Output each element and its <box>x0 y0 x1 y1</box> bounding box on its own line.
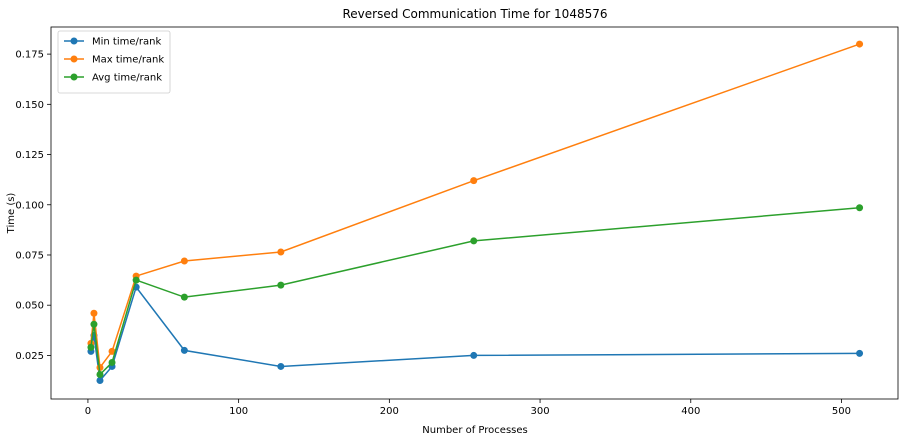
data-point-avg-time-rank <box>277 281 285 289</box>
x-tick-label: 300 <box>531 406 550 417</box>
legend-marker <box>70 37 78 45</box>
data-point-min-time-rank <box>470 351 478 359</box>
axes-frame <box>50 26 899 400</box>
x-tick-label: 0 <box>85 406 91 417</box>
legend-label: Max time/rank <box>92 55 164 66</box>
chart-title: Reversed Communication Time for 1048576 <box>342 7 607 21</box>
x-tick-label: 100 <box>229 406 248 417</box>
data-point-max-time-rank <box>470 177 478 185</box>
y-tick-label: 0.075 <box>15 250 44 261</box>
data-point-max-time-rank <box>856 40 864 48</box>
data-point-max-time-rank <box>277 248 285 256</box>
data-point-avg-time-rank <box>96 370 104 378</box>
data-point-avg-time-rank <box>108 358 116 366</box>
data-point-avg-time-rank <box>87 343 95 351</box>
data-point-avg-time-rank <box>856 204 864 212</box>
data-point-avg-time-rank <box>470 237 478 245</box>
y-tick-label: 0.050 <box>15 301 44 312</box>
y-tick-label: 0.150 <box>15 100 44 111</box>
x-tick-label: 400 <box>681 406 700 417</box>
plot-area: 0 100 200 300 400 500 0.025 0.050 0.075 0.100 0.12… <box>15 26 899 417</box>
x-tick-label: 200 <box>380 406 399 417</box>
data-point-max-time-rank <box>90 309 98 317</box>
y-tick-label: 0.025 <box>15 351 44 362</box>
y-tick-label: 0.100 <box>15 200 44 211</box>
data-point-min-time-rank <box>277 362 285 370</box>
legend-label: Avg time/rank <box>92 73 162 84</box>
data-point-avg-time-rank <box>132 276 140 284</box>
legend-box <box>57 30 171 94</box>
data-point-max-time-rank <box>108 347 116 355</box>
legend-marker <box>70 73 78 81</box>
data-point-min-time-rank <box>180 346 188 354</box>
data-point-avg-time-rank <box>90 320 98 328</box>
data-point-min-time-rank <box>856 349 864 357</box>
x-tick-label: 500 <box>832 406 851 417</box>
x-axis-title: Number of Processes <box>422 425 527 436</box>
y-tick-label: 0.175 <box>15 50 44 61</box>
y-axis-title: Time (s) <box>6 193 17 235</box>
data-point-max-time-rank <box>180 257 188 265</box>
data-point-min-time-rank <box>96 377 104 385</box>
data-point-avg-time-rank <box>180 293 188 301</box>
y-tick-label: 0.125 <box>15 150 44 161</box>
legend-label: Min time/rank <box>92 37 161 48</box>
legend-marker <box>70 55 78 63</box>
legend: Min time/rank Max time/rank Avg time/rank <box>57 30 171 94</box>
